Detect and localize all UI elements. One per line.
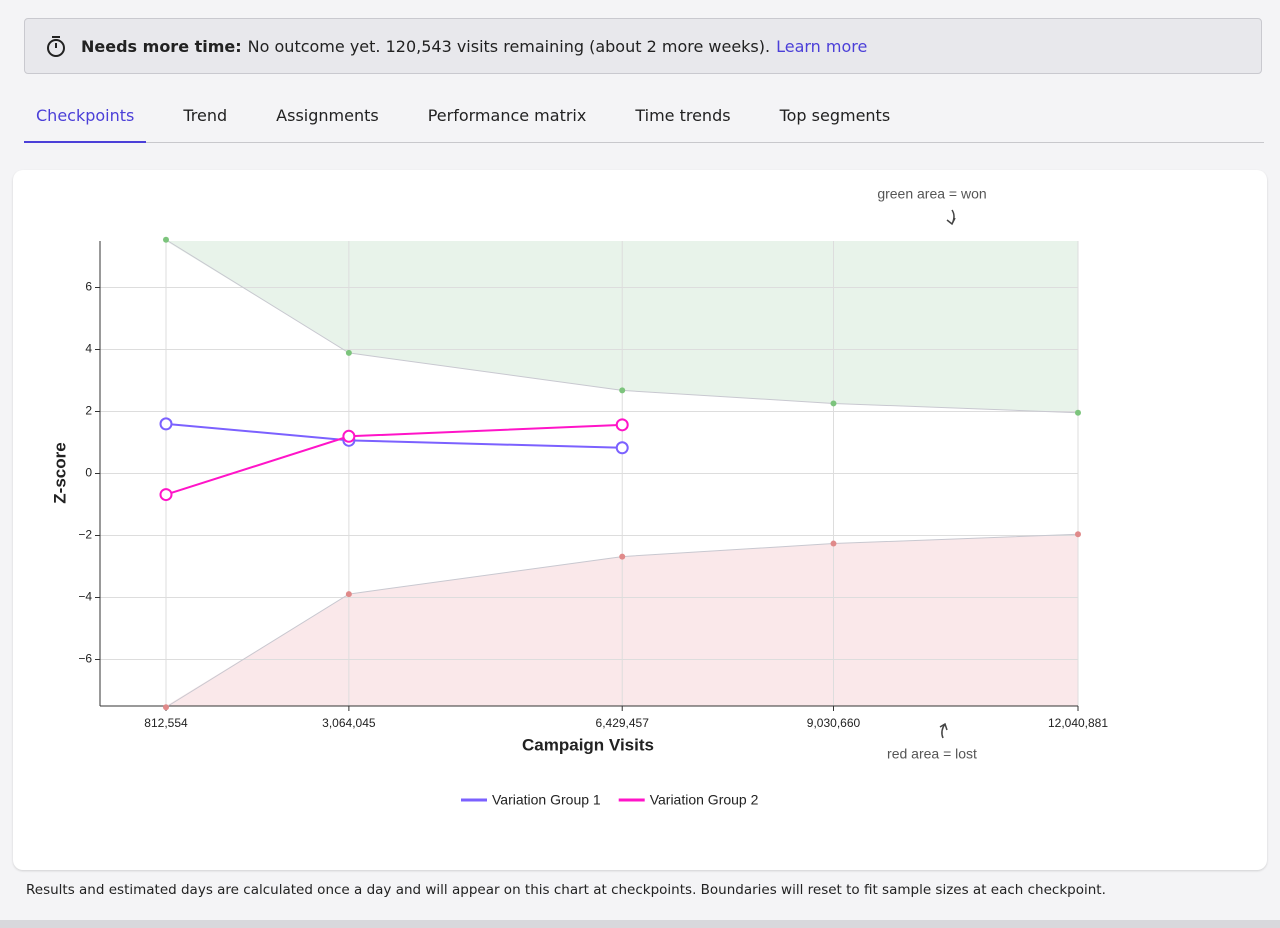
y-tick-label: −2 (78, 528, 92, 542)
y-axis-label: Z-score (50, 442, 69, 503)
legend-label: Variation Group 1 (492, 792, 601, 808)
banner-label: Needs more time: (81, 36, 242, 56)
y-tick-label: 6 (85, 280, 92, 294)
series-point (159, 417, 173, 431)
annotation-arrow (939, 722, 948, 739)
x-tick-label: 9,030,660 (807, 716, 861, 730)
y-tick-label: −6 (78, 652, 92, 666)
won-boundary-point (830, 400, 837, 407)
series-point (159, 488, 173, 502)
chart-card: green area = won red area = lost Campaig… (13, 170, 1267, 870)
lost-boundary-point (830, 540, 837, 547)
lost-boundary-point (162, 704, 169, 711)
stopwatch-icon (47, 36, 65, 57)
lost-boundary-point (345, 591, 352, 598)
series-line (165, 423, 623, 496)
lost-boundary-point (619, 553, 626, 560)
series-point (342, 429, 356, 443)
tab-bar: Checkpoints Trend Assignments Performance m… (24, 100, 1264, 143)
footnote: Results and estimated days are calculate… (26, 882, 1106, 898)
x-tick-label: 12,040,881 (1048, 716, 1108, 730)
won-boundary-point (619, 387, 626, 394)
tab[interactable]: Assignments (276, 106, 379, 125)
banner-text: No outcome yet. 120,543 visits remaining… (247, 36, 771, 56)
annotation-arrow (946, 209, 956, 226)
series-point (615, 418, 629, 432)
y-tick-label: −4 (78, 590, 92, 604)
won-boundary-point (162, 236, 169, 243)
bottom-bar (0, 920, 1280, 928)
learn-more-link[interactable]: Learn more (776, 36, 868, 56)
series-point (615, 441, 629, 455)
status-banner: Needs more time: No outcome yet. 120,543 … (24, 18, 1262, 74)
chart: green area = won red area = lost Campaig… (50, 186, 1108, 808)
tab[interactable]: Time trends (635, 106, 731, 125)
x-axis-label: Campaign Visits (522, 735, 654, 754)
legend-label: Variation Group 2 (650, 792, 759, 808)
annotation: green area = won (877, 186, 986, 202)
y-tick-label: 0 (85, 466, 92, 480)
x-tick-label: 3,064,045 (322, 716, 376, 730)
won-boundary-point (1075, 409, 1081, 416)
tab[interactable]: Performance matrix (427, 106, 587, 125)
won-boundary-point (345, 349, 352, 356)
annotation: red area = lost (887, 746, 977, 762)
y-tick-label: 4 (85, 342, 92, 356)
x-tick-label: 812,554 (144, 716, 188, 730)
tab[interactable]: Checkpoints (24, 100, 147, 143)
tab[interactable]: Trend (183, 106, 228, 125)
x-tick-label: 6,429,457 (596, 716, 650, 730)
tab[interactable]: Top segments (779, 106, 891, 125)
y-tick-label: 2 (85, 404, 92, 418)
lost-boundary-point (1075, 531, 1081, 538)
